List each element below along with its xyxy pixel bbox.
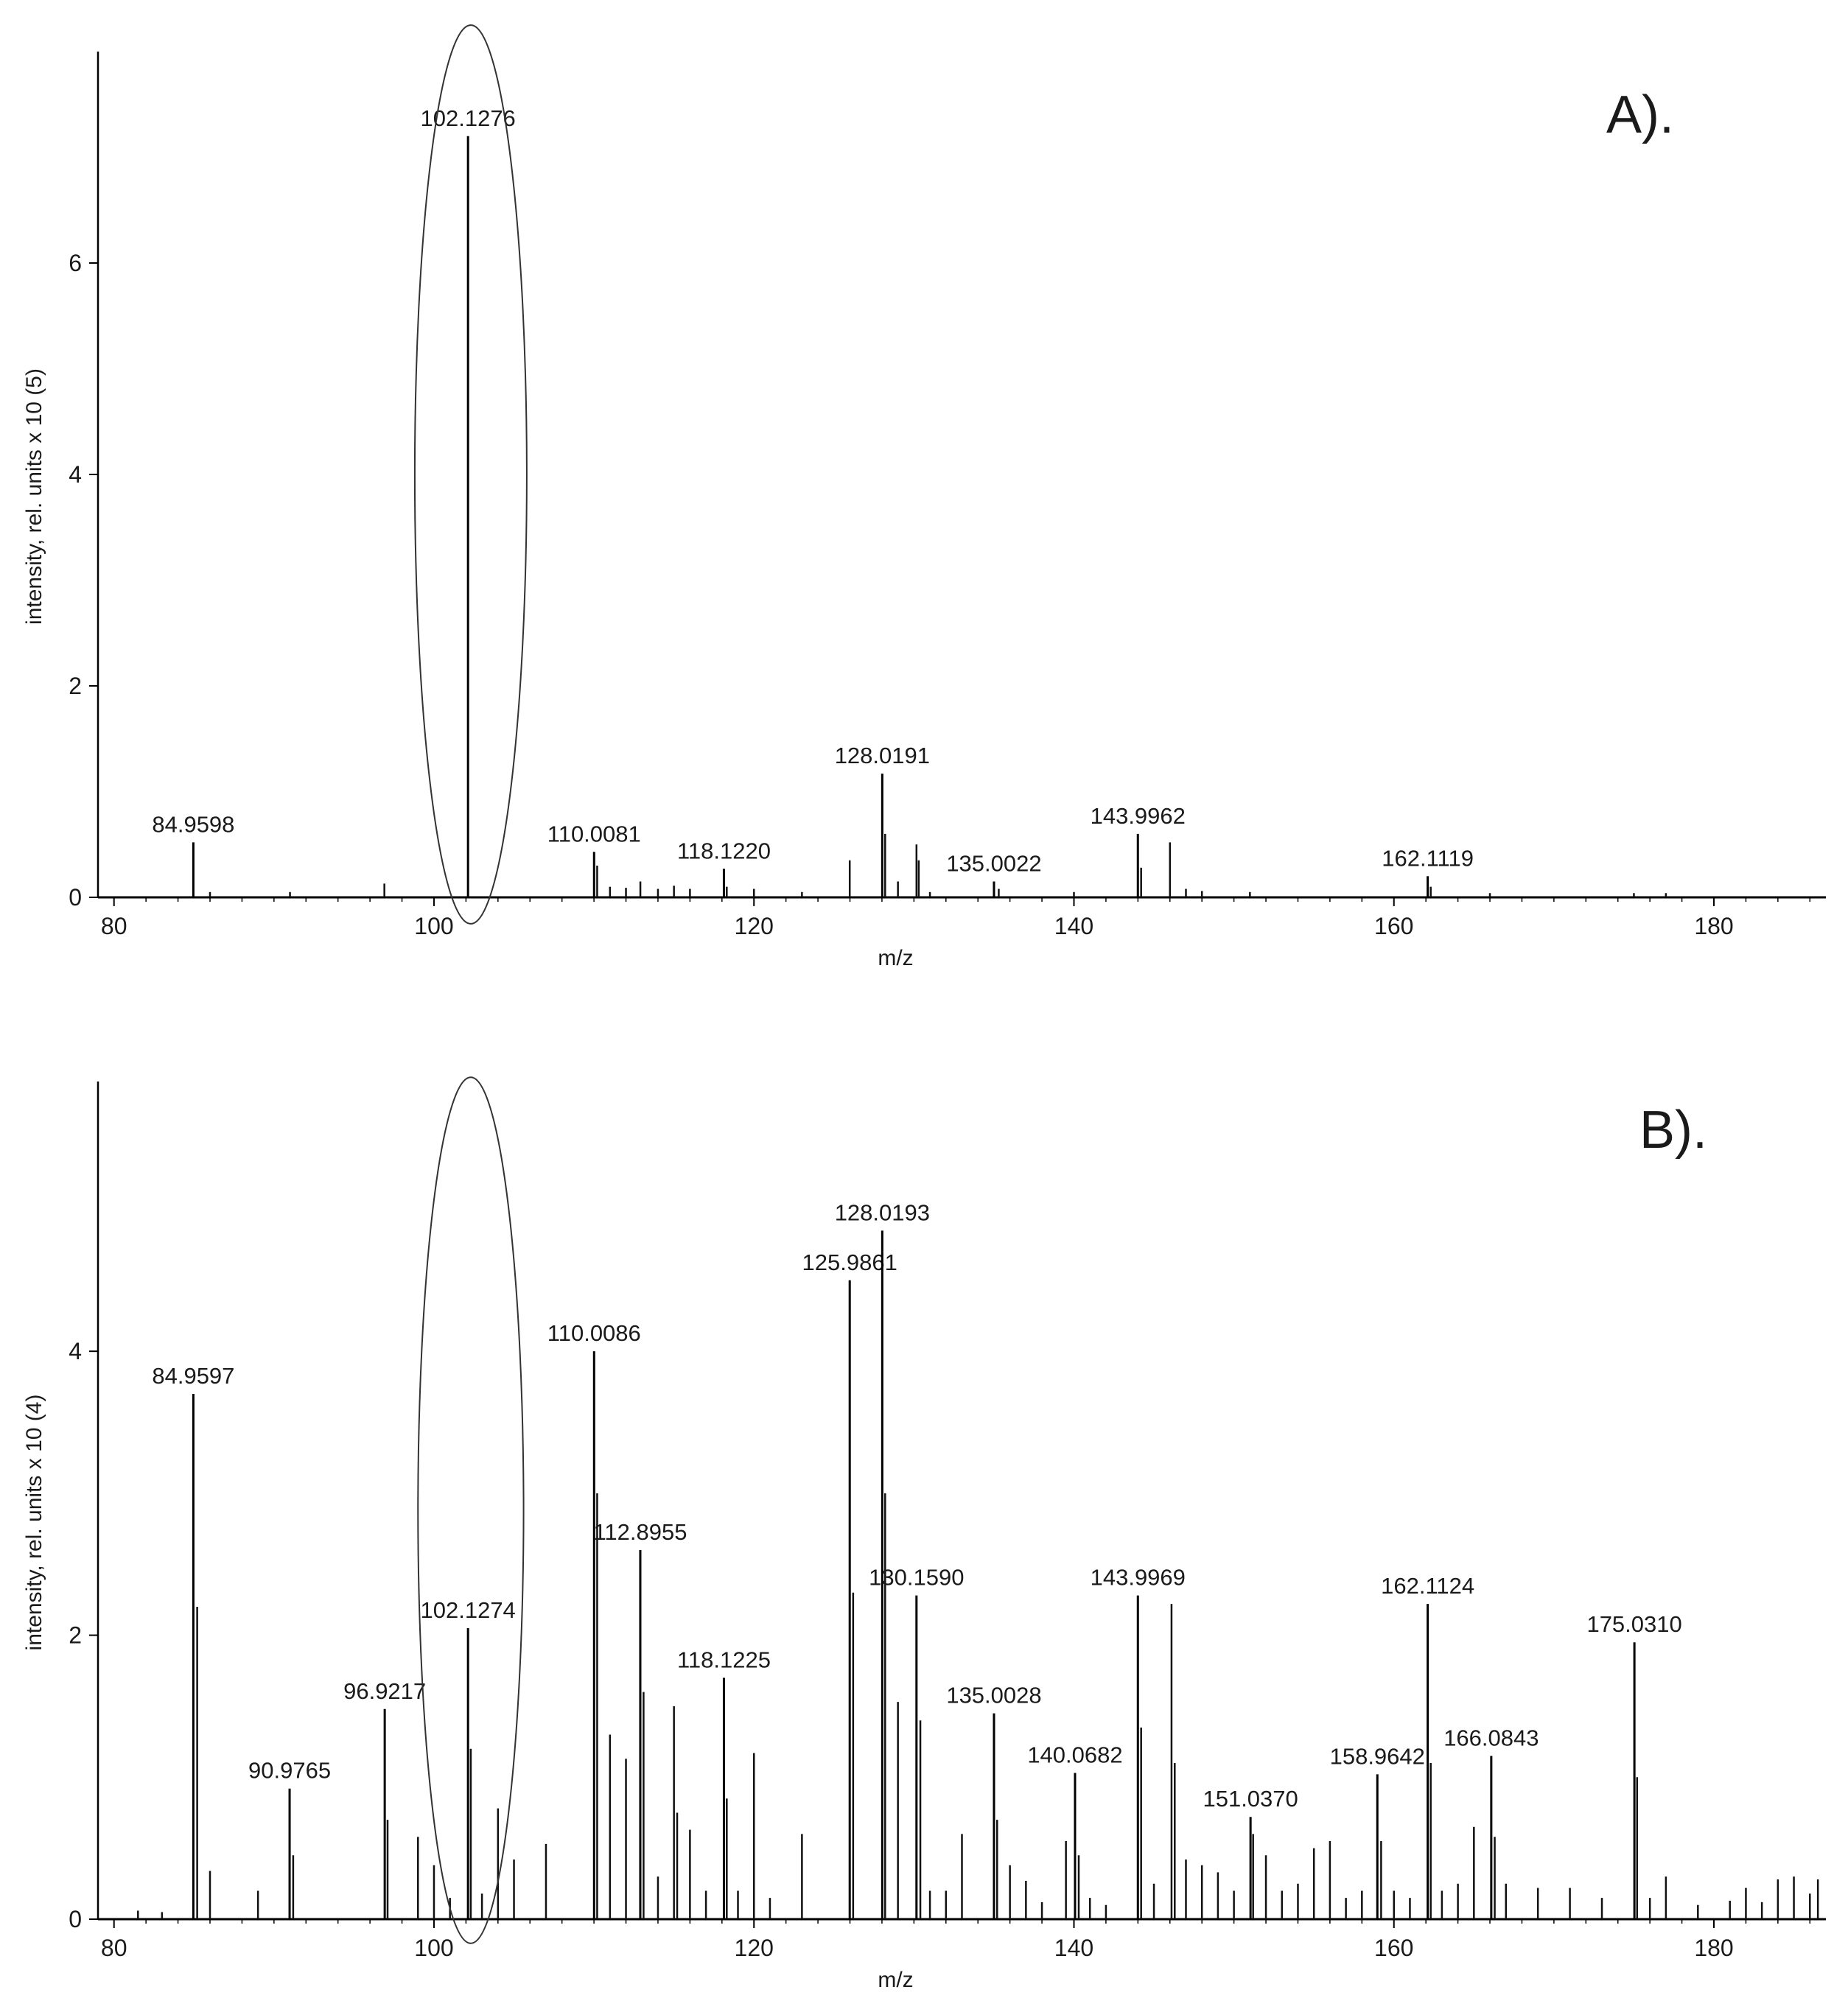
panel-b-peak-label: 158.9642	[1330, 1743, 1425, 1769]
panel-b-x-tick-label: 120	[735, 1935, 774, 1961]
panel-a-peak-label: 143.9962	[1091, 803, 1186, 829]
panel-b-x-axis-title: m/z	[878, 1968, 913, 1992]
panel-b-x-tick-label: 180	[1694, 1935, 1733, 1961]
panel-b-highlight-ellipse	[417, 1076, 525, 1944]
panel-b-peak-label: 84.9597	[152, 1363, 234, 1389]
panel-b-label: B).	[1639, 1101, 1707, 1160]
panel-a-y-tick-label: 4	[69, 461, 82, 488]
panel-b-peak-label: 128.0193	[835, 1199, 930, 1225]
panel-b-peak-label: 96.9217	[343, 1678, 426, 1704]
panel-a-y-axis-title: intensity, rel. units x 10 (5)	[22, 368, 46, 625]
panel-a-x-tick-label: 80	[101, 913, 127, 939]
panel-b-y-tick-label: 2	[69, 1622, 82, 1649]
panel-b-x-tick-label: 140	[1054, 1935, 1093, 1961]
panel-b-peak-label: 143.9969	[1091, 1565, 1186, 1591]
panel-a-y-tick-label: 0	[69, 884, 82, 911]
panel-b-peak-label: 162.1124	[1381, 1573, 1474, 1599]
panel-b-peak-label: 130.1590	[869, 1565, 964, 1591]
panel-b-peak-label: 151.0370	[1203, 1786, 1298, 1812]
panel-a-x-tick-label: 180	[1694, 913, 1733, 939]
panel-a-x-tick-label: 100	[414, 913, 453, 939]
panel-a-peak-label: 118.1220	[677, 838, 771, 863]
panel-b-y-axis-title: intensity, rel. units x 10 (4)	[22, 1395, 46, 1651]
panel-b-peak-label: 102.1274	[421, 1597, 516, 1623]
panel-b-peak-label: 112.8955	[593, 1519, 687, 1545]
panel-a-x-tick-label: 120	[735, 913, 774, 939]
panel-b-peak-label: 166.0843	[1443, 1725, 1539, 1750]
panel-b-x-tick-label: 100	[414, 1935, 453, 1961]
panel-a-y-tick-label: 2	[69, 673, 82, 699]
panel-a-x-axis-title: m/z	[878, 946, 913, 970]
panel-b-y-tick-label: 4	[69, 1338, 82, 1364]
panel-a-y-tick-label: 6	[69, 250, 82, 276]
panel-b-peak-label: 175.0310	[1586, 1611, 1681, 1637]
panel-b-peak-label: 118.1225	[677, 1647, 771, 1672]
panel-a-label: A).	[1606, 85, 1674, 144]
panel-b-peak-label: 90.9765	[248, 1758, 331, 1784]
panel-b-y-tick-label: 0	[69, 1906, 82, 1932]
panel-b-x-tick-label: 160	[1374, 1935, 1413, 1961]
panel-a-peak-label: 128.0191	[835, 743, 930, 768]
panel-b-peak-label: 110.0086	[547, 1320, 641, 1346]
panel-a-peak-label: 110.0081	[547, 821, 641, 846]
panel-a: 80 100 120 140 160 180 0 2 4 6 m/z intensity, rel. …	[22, 24, 1826, 970]
panel-a-highlight-ellipse	[413, 24, 528, 925]
panel-b-peak-label: 135.0028	[946, 1683, 1041, 1708]
panel-a-peak-label: 84.9598	[152, 811, 234, 837]
panel-a-x-tick-label: 140	[1054, 913, 1093, 939]
panel-b-peak-label: 140.0682	[1027, 1742, 1122, 1768]
panel-a-peak-label: 135.0022	[946, 850, 1041, 876]
panel-b: 80 100 120 140 160 180 0 2 4 m/z intensity, rel. u…	[22, 1076, 1826, 1992]
panel-b-x-tick-label: 80	[101, 1935, 127, 1961]
panel-a-x-tick-label: 160	[1374, 913, 1413, 939]
panel-a-peak-label: 162.1119	[1382, 845, 1474, 871]
